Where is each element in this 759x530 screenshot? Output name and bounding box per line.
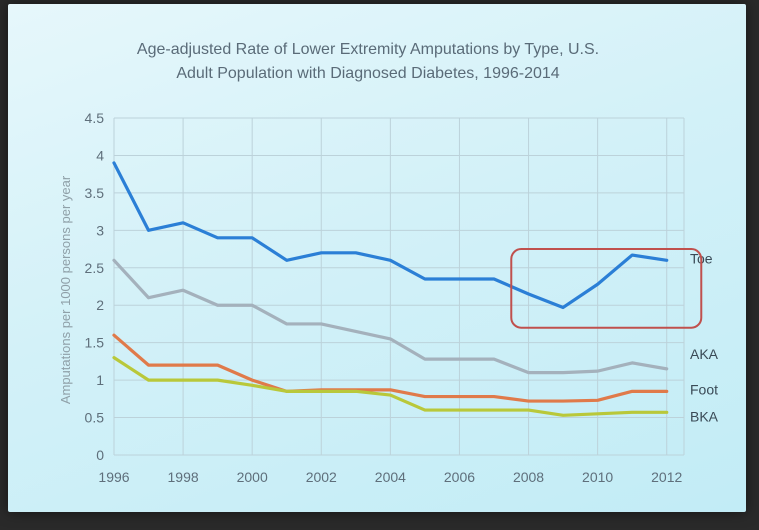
series-label-foot: Foot: [690, 381, 718, 397]
y-tick-label: 4: [96, 147, 104, 163]
y-tick-label: 2.5: [85, 260, 105, 276]
x-tick-labels: 1996 1998 2000 2002 2004 2006 2008 2010 2012: [98, 469, 682, 485]
series-label-bka: BKA: [690, 408, 719, 424]
x-tick-label: 2002: [306, 469, 337, 485]
y-tick-labels: 0 0.5 1 1.5 2 2.5 3 3.5 4 4.5: [85, 110, 105, 463]
x-tick-label: 2012: [651, 469, 682, 485]
y-tick-label: 0.5: [85, 410, 105, 426]
chart-title: Age-adjusted Rate of Lower Extremity Amp…: [68, 38, 668, 86]
x-tick-label: 2006: [444, 469, 475, 485]
x-tick-label: 2000: [237, 469, 268, 485]
x-tick-label: 2010: [582, 469, 613, 485]
x-tick-label: 2004: [375, 469, 406, 485]
y-tick-label: 1: [96, 372, 104, 388]
y-axis-label: Amputations per 1000 persons per year: [58, 175, 73, 404]
series-label-aka: AKA: [690, 346, 719, 362]
x-tick-label: 1998: [168, 469, 199, 485]
grid: [113, 117, 685, 456]
y-tick-label: 4.5: [85, 110, 105, 126]
chart-title-line-2: Adult Population with Diagnosed Diabetes…: [176, 65, 560, 82]
y-tick-label: 1.5: [85, 335, 105, 351]
series-lines: [112, 161, 669, 417]
x-tick-label: 2008: [513, 469, 544, 485]
y-tick-label: 3: [96, 222, 104, 238]
y-tick-label: 3.5: [85, 185, 105, 201]
chart-title-line-1: Age-adjusted Rate of Lower Extremity Amp…: [136, 41, 600, 58]
y-tick-label: 2: [96, 297, 104, 313]
highlight-box: [510, 248, 703, 329]
y-tick-label: 0: [96, 447, 104, 463]
x-tick-label: 1996: [98, 469, 129, 485]
